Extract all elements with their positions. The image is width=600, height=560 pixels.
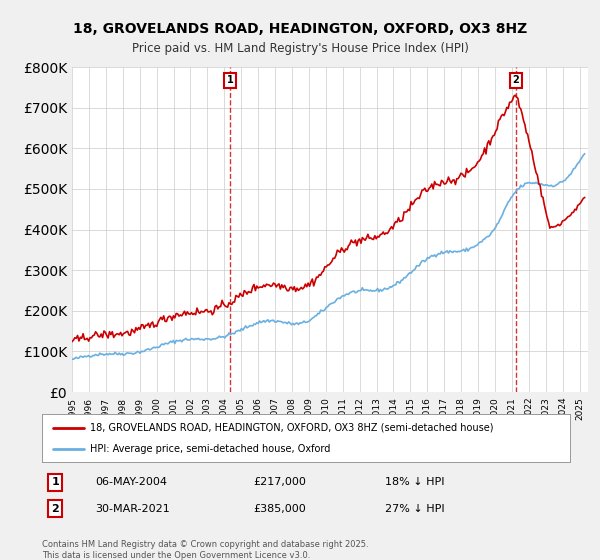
Text: Contains HM Land Registry data © Crown copyright and database right 2025.
This d: Contains HM Land Registry data © Crown c…: [42, 540, 368, 560]
Text: 27% ↓ HPI: 27% ↓ HPI: [385, 504, 445, 514]
Text: 2: 2: [52, 504, 59, 514]
Text: 30-MAR-2021: 30-MAR-2021: [95, 504, 170, 514]
Text: 1: 1: [52, 477, 59, 487]
Text: 2: 2: [513, 75, 520, 85]
Text: HPI: Average price, semi-detached house, Oxford: HPI: Average price, semi-detached house,…: [89, 444, 330, 454]
Text: 18% ↓ HPI: 18% ↓ HPI: [385, 477, 445, 487]
Text: 18, GROVELANDS ROAD, HEADINGTON, OXFORD, OX3 8HZ (semi-detached house): 18, GROVELANDS ROAD, HEADINGTON, OXFORD,…: [89, 423, 493, 433]
Text: Price paid vs. HM Land Registry's House Price Index (HPI): Price paid vs. HM Land Registry's House …: [131, 42, 469, 55]
Text: £217,000: £217,000: [253, 477, 306, 487]
Text: £385,000: £385,000: [253, 504, 306, 514]
Text: 18, GROVELANDS ROAD, HEADINGTON, OXFORD, OX3 8HZ: 18, GROVELANDS ROAD, HEADINGTON, OXFORD,…: [73, 22, 527, 36]
Text: 1: 1: [227, 75, 233, 85]
Text: 06-MAY-2004: 06-MAY-2004: [95, 477, 167, 487]
